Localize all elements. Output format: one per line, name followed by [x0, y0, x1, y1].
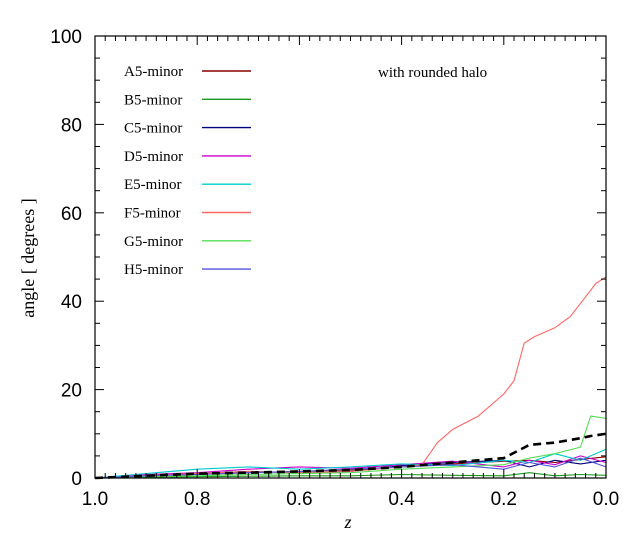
legend: A5-minor B5-minor C5-minor D5-minor E5-minor… [124, 64, 251, 278]
x-tick-label: 0.2 [491, 489, 517, 510]
legend-label: F5-minor [124, 206, 181, 222]
series-line-dashed [94, 432, 607, 480]
legend-item: G5-minor [124, 234, 251, 250]
chart-annotation: with rounded halo [378, 65, 487, 81]
y-tick-label: 60 [61, 204, 82, 225]
legend-label: C5-minor [124, 121, 182, 137]
legend-label: B5-minor [124, 92, 182, 108]
legend-label: E5-minor [124, 177, 182, 193]
series-line-f5-minor [94, 276, 607, 479]
legend-label: G5-minor [124, 234, 183, 250]
legend-label: H5-minor [124, 262, 183, 278]
series-line-g5-minor [94, 415, 607, 479]
y-tick-label: 80 [61, 115, 82, 136]
x-tick-label: 0.4 [388, 489, 415, 510]
x-tick-label: 0.8 [184, 489, 210, 510]
y-tick-label: 100 [50, 27, 82, 48]
y-tick-label: 0 [71, 469, 82, 490]
legend-label: A5-minor [124, 64, 183, 80]
y-tick-label: 20 [61, 381, 82, 402]
x-tick-label: 0.0 [593, 489, 619, 510]
y-axis-title: angle [ degrees ] [18, 198, 38, 317]
legend-item: E5-minor [124, 177, 251, 193]
legend-label: D5-minor [124, 149, 183, 165]
legend-item: H5-minor [124, 262, 251, 278]
y-tick-label: 40 [61, 292, 82, 313]
x-tick-label: 1.0 [82, 489, 108, 510]
legend-item: D5-minor [124, 149, 251, 165]
legend-item: F5-minor [124, 206, 251, 222]
legend-item: B5-minor [124, 92, 251, 108]
x-tick-label: 0.6 [286, 489, 312, 510]
legend-item: A5-minor [124, 64, 251, 80]
series-layer [94, 276, 607, 480]
x-axis-title: z [343, 512, 351, 532]
legend-item: C5-minor [124, 121, 251, 137]
ticks-layer: 1.0 0.8 0.6 0.4 0.2 0.0 0 20 40 60 80 100 [50, 27, 619, 510]
